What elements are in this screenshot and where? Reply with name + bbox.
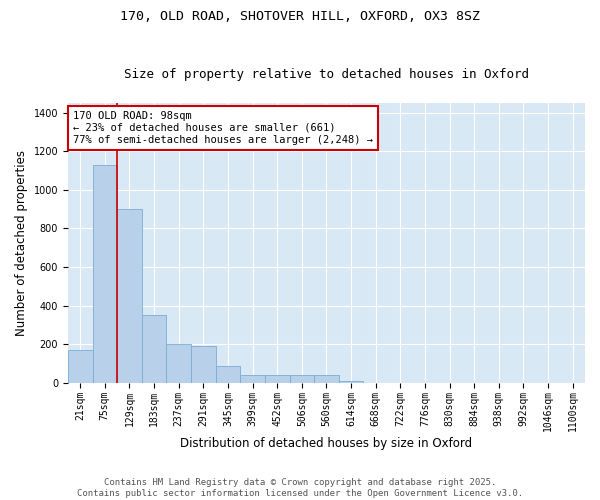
Bar — [215, 366, 240, 382]
Bar — [339, 381, 364, 382]
Bar — [117, 209, 142, 382]
Bar — [191, 346, 215, 383]
Y-axis label: Number of detached properties: Number of detached properties — [15, 150, 28, 336]
Bar — [290, 376, 314, 382]
Bar — [142, 315, 166, 382]
Bar — [68, 350, 92, 382]
Title: Size of property relative to detached houses in Oxford: Size of property relative to detached ho… — [124, 68, 529, 81]
Text: 170, OLD ROAD, SHOTOVER HILL, OXFORD, OX3 8SZ: 170, OLD ROAD, SHOTOVER HILL, OXFORD, OX… — [120, 10, 480, 23]
Text: Contains HM Land Registry data © Crown copyright and database right 2025.
Contai: Contains HM Land Registry data © Crown c… — [77, 478, 523, 498]
Bar — [240, 374, 265, 382]
Text: 170 OLD ROAD: 98sqm
← 23% of detached houses are smaller (661)
77% of semi-detac: 170 OLD ROAD: 98sqm ← 23% of detached ho… — [73, 112, 373, 144]
Bar — [265, 376, 290, 382]
Bar — [92, 164, 117, 382]
Bar — [166, 344, 191, 383]
X-axis label: Distribution of detached houses by size in Oxford: Distribution of detached houses by size … — [181, 437, 473, 450]
Bar — [314, 375, 339, 382]
